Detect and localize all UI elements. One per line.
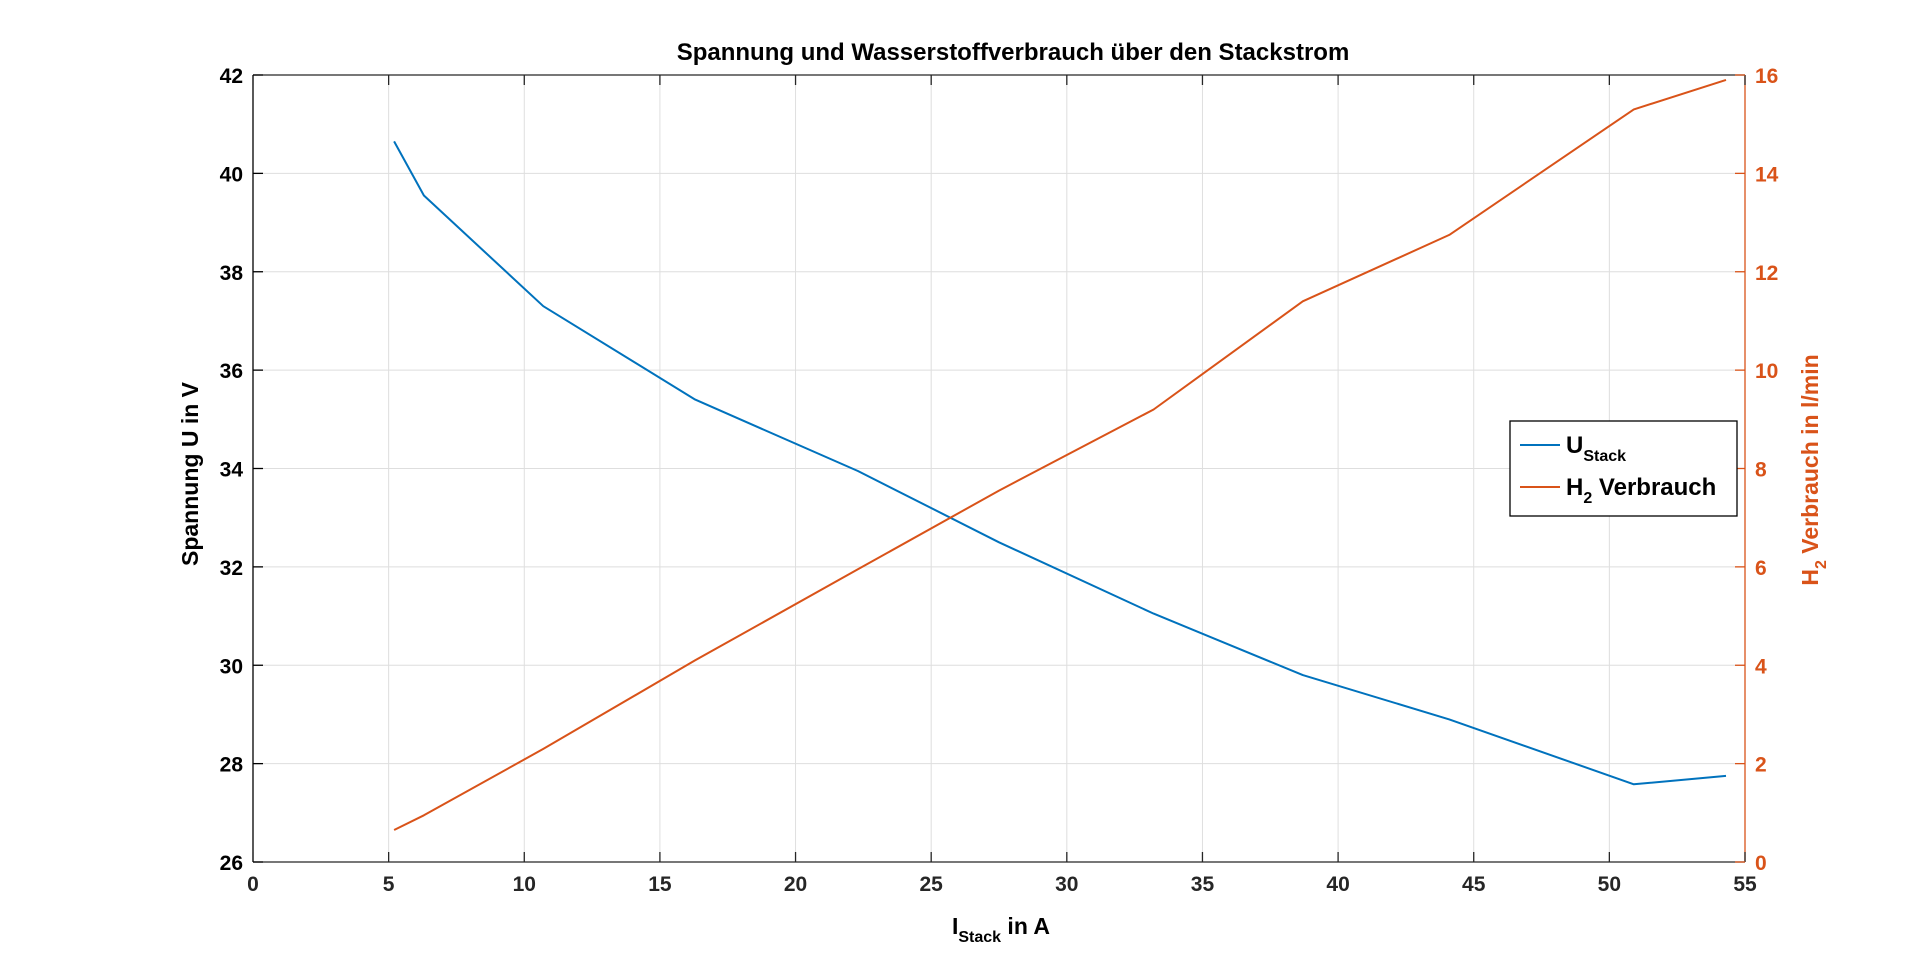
legend: UStack H2 Verbrauch <box>1509 420 1738 517</box>
legend-box <box>1509 420 1738 517</box>
x-tick-label: 15 <box>648 873 672 896</box>
y-left-tick-label: 26 <box>220 852 243 875</box>
x-tick-label: 20 <box>784 873 807 896</box>
y-right-tick-label: 4 <box>1755 655 1767 678</box>
legend-label-h2-verbrauch: H2 Verbrauch <box>1566 474 1716 507</box>
x-tick-label: 5 <box>383 873 395 896</box>
y-right-tick-label: 0 <box>1755 852 1767 875</box>
axes: 0 5 10 15 20 25 30 35 40 45 50 55262830323436384042… <box>220 65 1779 896</box>
y-left-tick-label: 42 <box>220 65 243 88</box>
x-tick-label: 50 <box>1598 873 1621 896</box>
y-left-tick-label: 34 <box>220 459 244 482</box>
series-line-0 <box>393 140 1727 786</box>
y-right-tick-label: 10 <box>1755 360 1778 383</box>
y-right-tick-label: 14 <box>1755 163 1779 186</box>
chart-title: Spannung und Wasserstoffverbrauch über d… <box>677 39 1350 66</box>
series-lines <box>393 78 1727 831</box>
y-left-tick-label: 30 <box>220 655 243 678</box>
y-axis-right-label: H2 Verbrauch in l/min <box>1797 354 1830 585</box>
y-right-tick-label: 8 <box>1755 459 1767 482</box>
y-left-tick-label: 36 <box>220 360 243 383</box>
y-right-tick-label: 6 <box>1755 557 1767 580</box>
x-tick-label: 10 <box>513 873 536 896</box>
x-axis-label: IStack in A <box>952 913 1050 946</box>
grid <box>253 75 1745 862</box>
x-tick-label: 40 <box>1326 873 1349 896</box>
x-tick-label: 55 <box>1733 873 1757 896</box>
x-tick-label: 35 <box>1191 873 1215 896</box>
y-left-tick-label: 40 <box>220 163 243 186</box>
x-tick-label: 45 <box>1462 873 1486 896</box>
y-right-tick-label: 2 <box>1755 754 1767 777</box>
y-left-tick-label: 28 <box>220 754 244 777</box>
y-axis-left-label: Spannung U in V <box>177 381 203 566</box>
y-right-tick-label: 16 <box>1755 65 1778 88</box>
x-tick-label: 30 <box>1055 873 1078 896</box>
x-tick-label: 0 <box>247 873 259 896</box>
series-line-1 <box>393 78 1727 831</box>
legend-label-u-stack: UStack <box>1566 432 1626 465</box>
y-left-tick-label: 38 <box>220 262 244 285</box>
y-left-tick-label: 32 <box>220 557 243 580</box>
y-right-tick-label: 12 <box>1755 262 1778 285</box>
x-tick-label: 25 <box>920 873 944 896</box>
